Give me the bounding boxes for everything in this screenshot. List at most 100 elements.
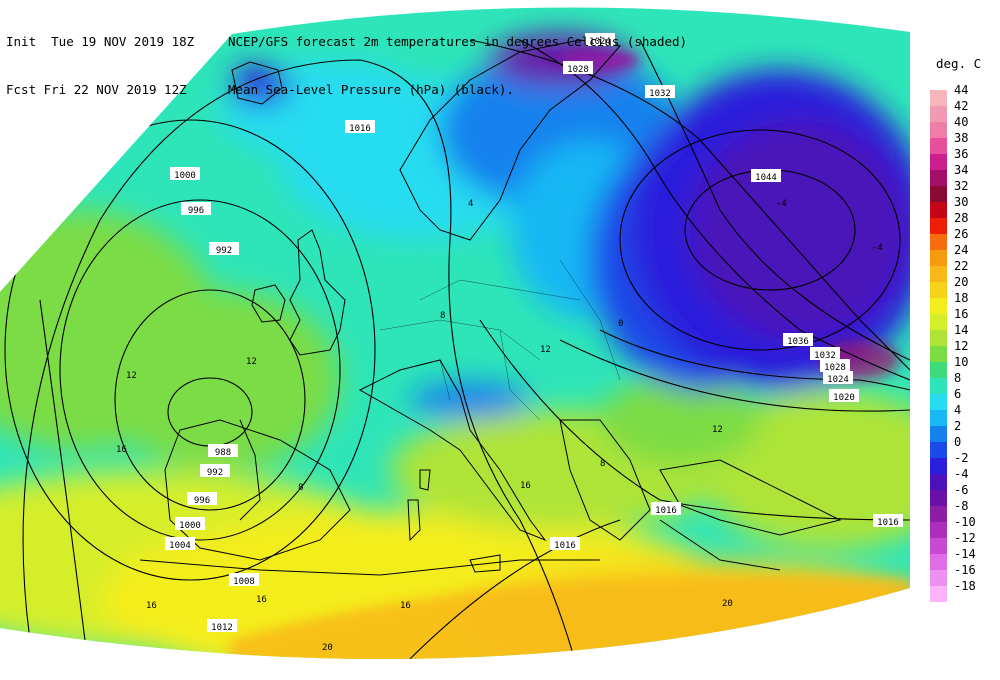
legend-label: -12 — [954, 531, 976, 545]
legend-label: 26 — [954, 227, 969, 241]
legend-swatch — [930, 234, 947, 250]
legend-swatch — [930, 330, 947, 346]
temp-label: 12 — [540, 345, 551, 355]
isobar-label: 1044 — [751, 169, 781, 183]
temp-label: 20 — [322, 643, 333, 653]
isobar-label: 1016 — [651, 502, 681, 516]
temp-label: 16 — [146, 601, 157, 611]
temperature-labels: 12 12 16 8 8 12 16 16 20 16 20 12 8 4 0 … — [116, 199, 883, 653]
isobar-label: 1016 — [873, 514, 903, 528]
title-line-2: Mean Sea-Level Pressure (hPa) (black). — [228, 82, 514, 97]
temp-label: 8 — [440, 311, 445, 321]
svg-text:1032: 1032 — [649, 89, 671, 99]
legend-swatch — [930, 122, 947, 138]
legend-label: -18 — [954, 579, 976, 593]
isobar-label: 1024 — [823, 371, 853, 385]
legend-swatch — [930, 362, 947, 378]
coastlines — [139, 39, 842, 576]
legend-label: -16 — [954, 563, 976, 577]
isobar-label: 1032 — [810, 347, 840, 361]
legend-swatch — [930, 570, 947, 586]
legend-swatch — [930, 538, 947, 554]
isobar-label: 1000 — [175, 517, 205, 531]
legend-swatch — [930, 506, 947, 522]
legend-swatch — [930, 106, 947, 122]
svg-text:1024: 1024 — [827, 375, 849, 385]
legend-swatch — [930, 154, 947, 170]
isobar-label: 1028 — [820, 359, 850, 373]
isobar-label: 1016 — [550, 537, 580, 551]
svg-text:1016: 1016 — [349, 124, 371, 134]
svg-text:988: 988 — [215, 448, 231, 458]
run-info: Init Tue 19 NOV 2019 18Z Fcst Fri 22 NOV… — [6, 2, 194, 130]
isobar-label: 1032 — [645, 85, 675, 99]
temp-label: 12 — [246, 357, 257, 367]
legend-label: 20 — [954, 275, 969, 289]
legend-swatch — [930, 314, 947, 330]
legend-label: -4 — [954, 467, 969, 481]
svg-text:1004: 1004 — [169, 541, 191, 551]
temp-label: 12 — [712, 425, 723, 435]
title-line-1: NCEP/GFS forecast 2m temperatures in deg… — [228, 34, 688, 49]
legend-label: 40 — [954, 115, 969, 129]
temp-label: 0 — [618, 319, 623, 329]
isobar-label: 1000 — [170, 167, 200, 181]
legend-swatch — [930, 554, 947, 570]
legend-swatch — [930, 474, 947, 490]
svg-text:996: 996 — [188, 206, 204, 216]
isobar-label: 992 — [200, 464, 230, 478]
isobar-label: 996 — [181, 202, 211, 216]
svg-text:1020: 1020 — [833, 393, 855, 403]
temp-label: -4 — [776, 199, 787, 209]
legend-label: 8 — [954, 371, 962, 385]
legend-swatch — [930, 346, 947, 362]
legend-label: 38 — [954, 131, 969, 145]
svg-text:1028: 1028 — [824, 363, 846, 373]
legend-swatch — [930, 298, 947, 314]
legend-swatch — [930, 90, 947, 106]
chart-title: NCEP/GFS forecast 2m temperatures in deg… — [228, 2, 687, 130]
legend-label: -8 — [954, 499, 969, 513]
isobar-label: 988 — [208, 444, 238, 458]
svg-text:1016: 1016 — [655, 506, 677, 516]
svg-text:1016: 1016 — [554, 541, 576, 551]
legend-label: -6 — [954, 483, 969, 497]
isobar-label: 1024 — [585, 33, 615, 47]
legend-swatch — [930, 378, 947, 394]
isobar-label: 1020 — [829, 389, 859, 403]
legend-swatch — [930, 394, 947, 410]
svg-text:1028: 1028 — [567, 65, 589, 75]
legend-swatch — [930, 490, 947, 506]
legend-label: 2 — [954, 419, 962, 433]
svg-text:992: 992 — [207, 468, 223, 478]
svg-text:1012: 1012 — [211, 623, 233, 633]
legend-swatch — [930, 458, 947, 474]
temp-label: 16 — [400, 601, 411, 611]
svg-text:1036: 1036 — [787, 337, 809, 347]
legend-label: -2 — [954, 451, 969, 465]
svg-text:1008: 1008 — [233, 577, 255, 587]
legend-label: 10 — [954, 355, 969, 369]
legend-swatch — [930, 410, 947, 426]
temp-label: 16 — [256, 595, 267, 605]
isobar-label: 996 — [187, 492, 217, 506]
legend-label: 28 — [954, 211, 969, 225]
legend-swatch — [930, 442, 947, 458]
legend-swatch — [930, 170, 947, 186]
init-time: Init Tue 19 NOV 2019 18Z — [6, 34, 195, 49]
svg-text:1000: 1000 — [179, 521, 201, 531]
legend-label: 4 — [954, 403, 962, 417]
legend-label: 42 — [954, 99, 969, 113]
legend-label: -14 — [954, 547, 976, 561]
legend-label: 34 — [954, 163, 969, 177]
legend-label: 24 — [954, 243, 969, 257]
legend-label: 14 — [954, 323, 969, 337]
isobar-label: 1036 — [783, 333, 813, 347]
temp-label: 8 — [298, 483, 303, 493]
borders — [379, 259, 621, 421]
isobar-labels: 1024 1028 1032 1044 1036 1032 1028 1024 … — [165, 33, 903, 633]
legend-label: 16 — [954, 307, 969, 321]
legend-title: deg. C — [936, 56, 982, 71]
legend-label: 30 — [954, 195, 969, 209]
